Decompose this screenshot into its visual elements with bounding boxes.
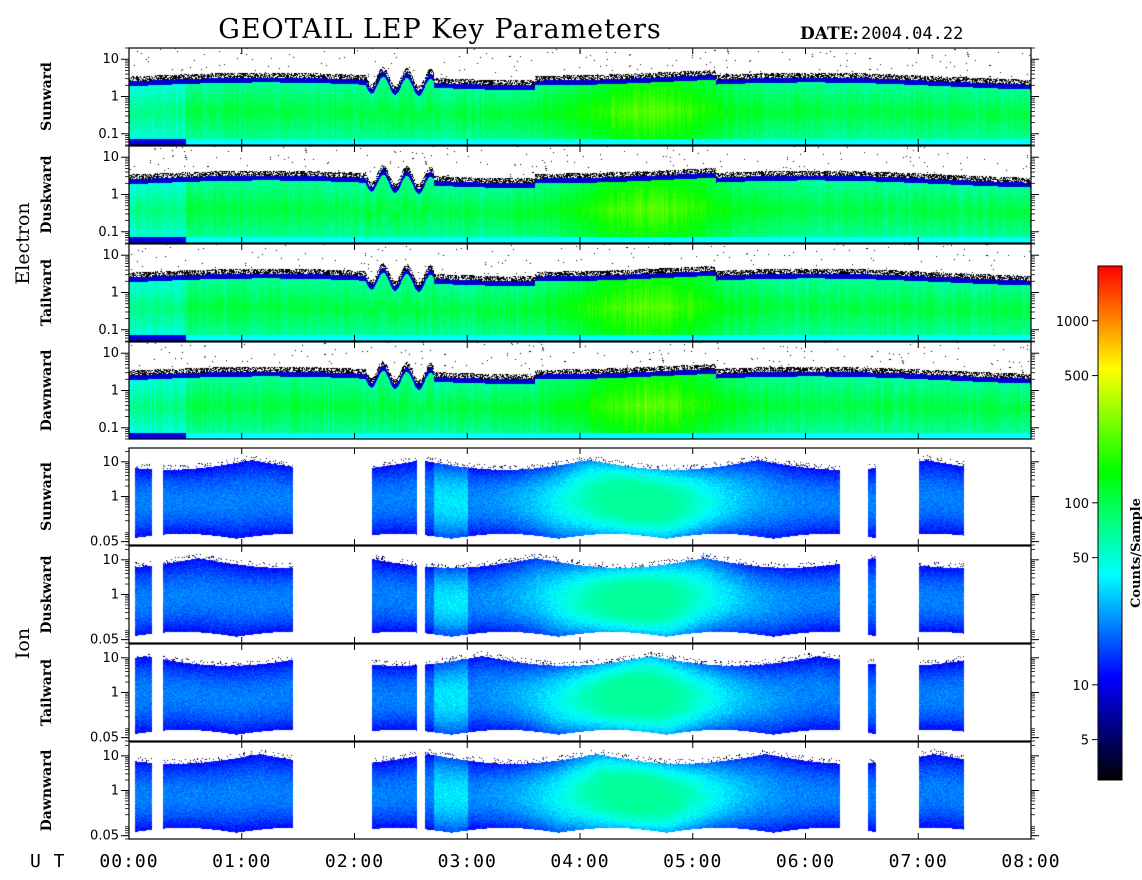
panels-layer: 0.1 1 10 Sunward 0.1 1 10 Duskward 0.1 1 10 Tailwar… bbox=[12, 47, 1039, 844]
panel-label: Duskward bbox=[39, 555, 55, 633]
panel-ion-sunward: 0.05 1 10 Sunward bbox=[39, 447, 1039, 550]
y-tick-label: 10 bbox=[102, 455, 119, 470]
y-tick-label: 0.05 bbox=[90, 633, 119, 648]
y-tick-label: 10 bbox=[102, 248, 119, 263]
y-tick-label: 1 bbox=[111, 188, 119, 203]
date-value: 2004.04.22 bbox=[861, 24, 963, 44]
heatmap-image bbox=[129, 146, 1031, 243]
panel-label: Sunward bbox=[39, 62, 55, 131]
panel-electron-dawnward: 0.1 1 10 Dawnward bbox=[39, 341, 1039, 440]
x-axis-label: U T bbox=[30, 851, 66, 872]
colorbar-tick-label: 10 bbox=[1072, 679, 1089, 694]
colorbar-tick-label: 500 bbox=[1064, 370, 1089, 385]
panel-label: Tailward bbox=[39, 259, 55, 326]
panel-label: Tailward bbox=[39, 659, 55, 726]
colorbar-tick-label: 5 bbox=[1081, 734, 1089, 749]
heatmap-image bbox=[129, 644, 1031, 741]
x-tick-label: 08:00 bbox=[1001, 851, 1060, 872]
panel-electron-tailward: 0.1 1 10 Tailward bbox=[39, 243, 1039, 342]
heatmap-image bbox=[129, 244, 1031, 341]
y-tick-label: 0.1 bbox=[98, 225, 119, 240]
group-label-ion: Ion bbox=[12, 628, 34, 659]
panel-ion-tailward: 0.05 1 10 Tailward bbox=[39, 643, 1039, 746]
group-label-electron: Electron bbox=[12, 202, 34, 284]
panel-label: Dawnward bbox=[39, 349, 55, 431]
heatmap-image bbox=[129, 742, 1031, 839]
y-tick-label: 10 bbox=[102, 150, 119, 165]
panel-ion-dawnward: 0.05 1 10 Dawnward bbox=[39, 741, 1039, 844]
colorbar-tick-label: 50 bbox=[1072, 552, 1089, 567]
colorbar-label: Counts/Sample bbox=[1129, 498, 1142, 608]
y-tick-label: 1 bbox=[111, 384, 119, 399]
y-tick-label: 1 bbox=[111, 784, 119, 799]
y-tick-label: 1 bbox=[111, 588, 119, 603]
x-tick-label: 00:00 bbox=[99, 851, 158, 872]
x-tick-label: 03:00 bbox=[438, 851, 497, 872]
y-tick-label: 0.05 bbox=[90, 731, 119, 746]
panel-label: Dawnward bbox=[39, 749, 55, 831]
panel-electron-sunward: 0.1 1 10 Sunward bbox=[39, 47, 1039, 146]
y-tick-label: 10 bbox=[102, 553, 119, 568]
chart-title: GEOTAIL LEP Key Parameters bbox=[218, 14, 662, 45]
colorbar-tick-label: 100 bbox=[1064, 497, 1089, 512]
y-tick-label: 1 bbox=[111, 686, 119, 701]
panel-label: Sunward bbox=[39, 462, 55, 531]
x-tick-label: 07:00 bbox=[889, 851, 948, 872]
colorbar-tick-label: 1000 bbox=[1056, 315, 1089, 330]
y-tick-label: 10 bbox=[102, 52, 119, 67]
y-tick-label: 0.1 bbox=[98, 323, 119, 338]
x-tick-label: 04:00 bbox=[550, 851, 609, 872]
date-label: DATE: bbox=[800, 24, 859, 44]
x-tick-label: 02:00 bbox=[325, 851, 384, 872]
y-tick-label: 0.05 bbox=[90, 535, 119, 550]
y-tick-label: 0.1 bbox=[98, 127, 119, 142]
y-tick-label: 0.05 bbox=[90, 829, 119, 844]
y-tick-label: 10 bbox=[102, 346, 119, 361]
heatmap-image bbox=[129, 48, 1031, 145]
y-tick-label: 10 bbox=[102, 651, 119, 666]
colorbar-gradient bbox=[1097, 265, 1123, 781]
colorbar: 5 10 50 100 500 1000 Counts/Sample bbox=[1056, 265, 1142, 781]
y-tick-label: 10 bbox=[102, 749, 119, 764]
panel-ion-duskward: 0.05 1 10 Duskward bbox=[39, 545, 1039, 648]
panel-electron-duskward: 0.1 1 10 Duskward bbox=[39, 145, 1039, 244]
x-axis-ticks: 00:00 01:00 02:00 03:00 04:00 05:00 06:00 07:00… bbox=[99, 48, 1060, 872]
y-tick-label: 1 bbox=[111, 490, 119, 505]
heatmap-image bbox=[129, 448, 1031, 545]
x-tick-label: 01:00 bbox=[212, 851, 271, 872]
y-tick-label: 1 bbox=[111, 286, 119, 301]
heatmap-image bbox=[129, 342, 1031, 439]
x-tick-label: 05:00 bbox=[663, 851, 722, 872]
y-tick-label: 0.1 bbox=[98, 421, 119, 436]
panel-label: Duskward bbox=[39, 155, 55, 233]
heatmap-image bbox=[129, 546, 1031, 643]
y-tick-label: 1 bbox=[111, 90, 119, 105]
x-tick-label: 06:00 bbox=[776, 851, 835, 872]
